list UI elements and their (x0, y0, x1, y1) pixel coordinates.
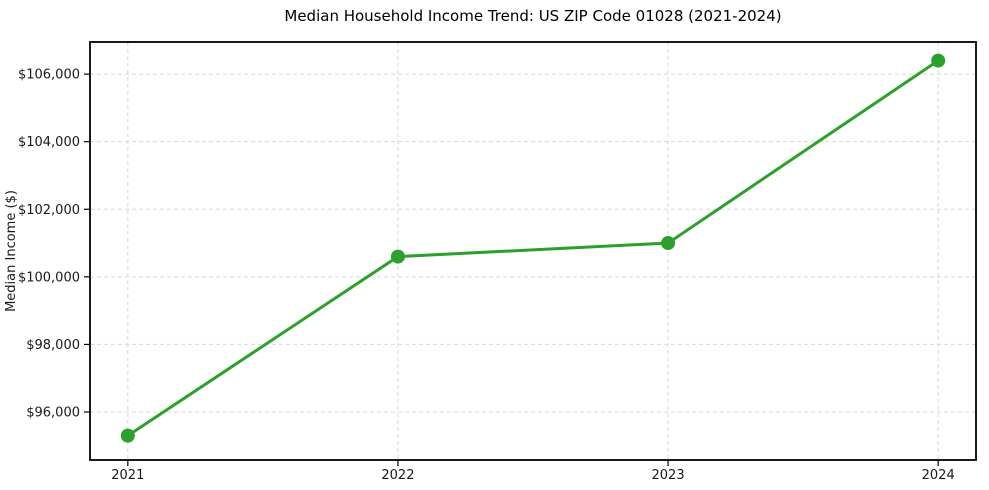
x-tick-label: 2023 (652, 468, 685, 483)
data-point (120, 428, 135, 443)
chart-title: Median Household Income Trend: US ZIP Co… (284, 7, 781, 25)
plot-border (89, 41, 977, 461)
x-tick-label: 2022 (381, 468, 414, 483)
data-point (661, 236, 676, 251)
y-tick-label: $96,000 (26, 406, 80, 421)
x-tick-label: 2024 (922, 468, 955, 483)
y-tick-label: $102,000 (18, 203, 80, 218)
y-tick-label: $100,000 (18, 270, 80, 285)
trend-line (126, 59, 940, 438)
data-point (931, 53, 946, 68)
y-axis-label: Median Income ($) (4, 190, 19, 312)
data-point (390, 249, 405, 264)
x-tick-label: 2021 (111, 468, 144, 483)
y-tick-label: $104,000 (18, 135, 80, 150)
y-tick-label: $106,000 (18, 68, 80, 83)
y-tick-label: $98,000 (26, 338, 80, 353)
plot-area: $96,000 $98,000 $100,000 $102,000 $104,000 $1… (18, 41, 977, 483)
